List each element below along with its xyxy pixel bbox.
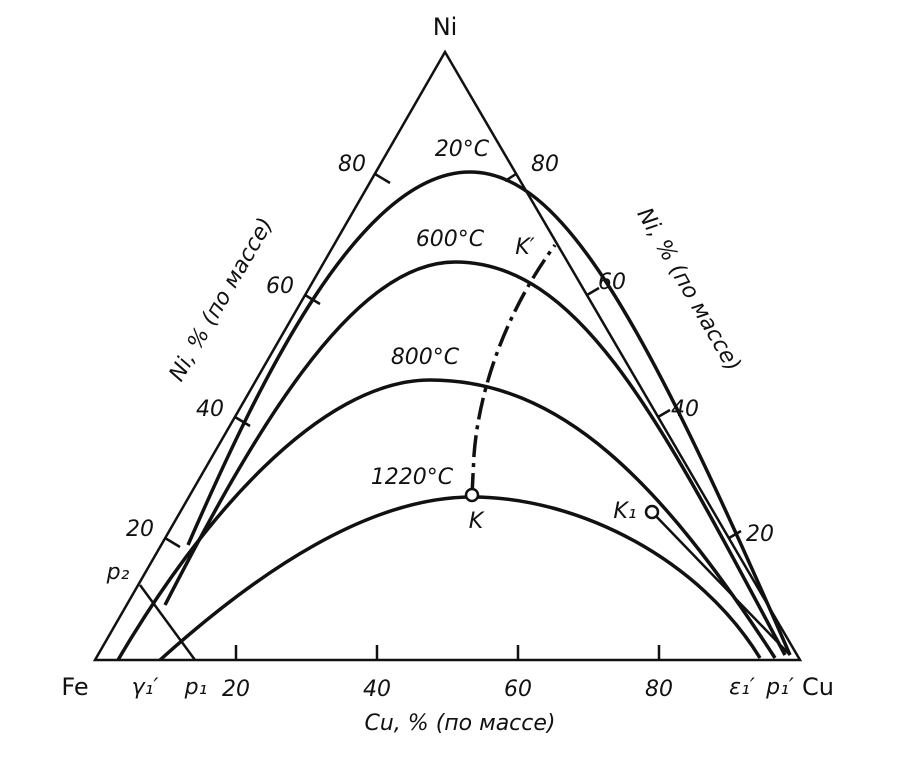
tick (657, 408, 671, 419)
point-k1 (644, 504, 660, 520)
vertex-ni: Ni (433, 13, 458, 41)
p2-p1-line (138, 584, 197, 661)
bottom-axis-title: Cu, % (по массе) (365, 711, 556, 736)
isotherm-800 (116, 378, 777, 661)
point-label: p₂ (106, 560, 130, 585)
right-tick-label: 40 (671, 397, 699, 422)
isotherm-600 (163, 260, 787, 656)
tick (164, 536, 181, 549)
tick (374, 172, 391, 185)
right-tick-label: 80 (531, 152, 559, 177)
left-tick-label: 60 (266, 274, 294, 299)
vertex-fe: Fe (61, 673, 88, 701)
bottom-tick-label: 80 (645, 677, 673, 702)
left-tick-label: 40 (196, 397, 224, 422)
point-k (464, 487, 480, 503)
tie-line (651, 511, 791, 656)
point-label: γ₁′ (132, 675, 159, 700)
right-tick-label: 20 (746, 522, 774, 547)
tick (586, 286, 600, 297)
point-label: ε₁′ (729, 675, 755, 700)
point-label: K (469, 509, 485, 534)
vertex-cu: Cu (802, 673, 834, 701)
right-tick-label: 60 (598, 270, 626, 295)
point-label: K₁ (613, 499, 636, 524)
left-tick-label: 80 (338, 152, 366, 177)
bottom-tick-label: 40 (363, 677, 391, 702)
bottom-tick-label: 20 (222, 677, 250, 702)
isotherm-label: 20°C (435, 137, 490, 162)
isotherm-label: 600°C (416, 227, 485, 252)
point-label: K′ (515, 235, 534, 260)
point-label: p₁′ (765, 675, 794, 700)
isotherm-label: 800°C (391, 345, 460, 370)
point-label: p₁ (184, 675, 208, 700)
isotherm-label: 1220°C (371, 465, 454, 490)
isotherm-20 (186, 170, 792, 656)
left-tick-label: 20 (126, 517, 154, 542)
isotherm-curves (116, 170, 792, 662)
critical-line (470, 243, 557, 496)
bottom-tick-label: 60 (504, 677, 532, 702)
tick (234, 415, 251, 428)
triangle (92, 49, 803, 662)
